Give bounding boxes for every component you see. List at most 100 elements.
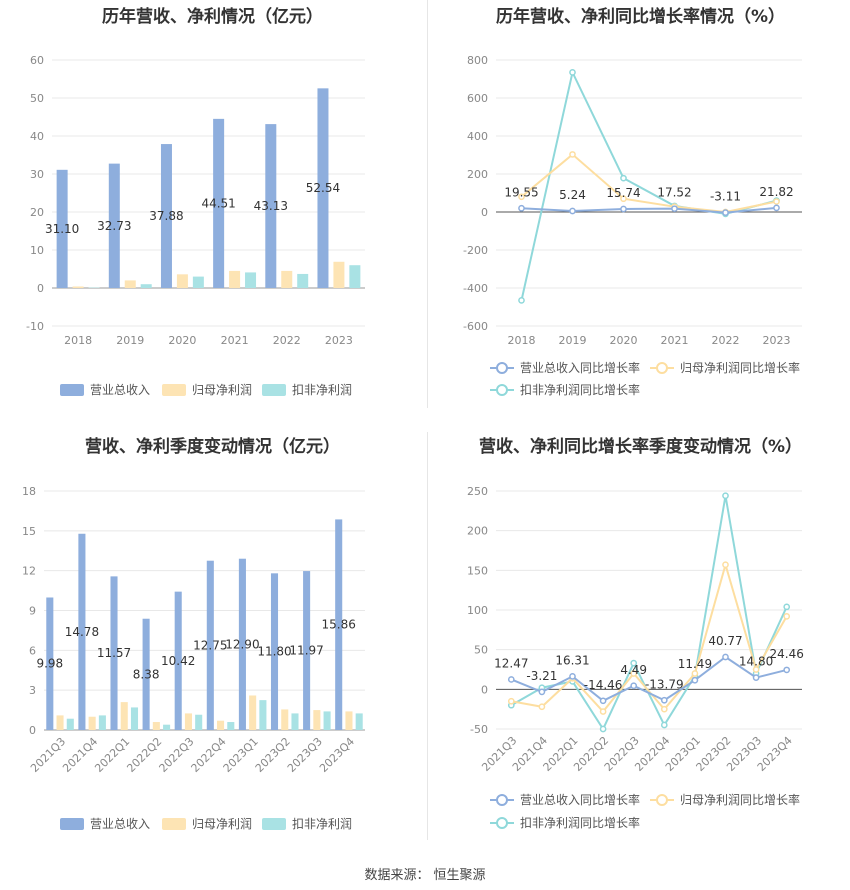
y-tick-label: 600 [467, 92, 488, 105]
bar-deducted-profit [130, 707, 139, 730]
bar-revenue [213, 118, 225, 288]
bar-revenue [317, 88, 329, 289]
bar-revenue [110, 576, 118, 730]
data-label: 19.55 [504, 185, 538, 199]
x-tick-label: 2019 [559, 334, 587, 347]
bar-revenue [265, 124, 277, 288]
x-tick-label: 2022 [712, 334, 740, 347]
chart-title: 营收、净利季度变动情况（亿元） [85, 437, 340, 457]
y-tick-label: 200 [467, 168, 488, 181]
bar-revenue [335, 519, 343, 730]
bar-net-profit [152, 722, 160, 730]
legend-label: 营业总收入 [90, 817, 150, 831]
y-tick-label: 12 [22, 565, 36, 578]
data-label: 37.88 [149, 209, 183, 223]
line-revenue [510, 655, 787, 702]
bar-net-profit [281, 709, 289, 730]
point-deducted-profit [783, 603, 791, 611]
data-label: 17.52 [657, 186, 691, 200]
x-tick-label: 2021 [221, 334, 249, 347]
legend-label: 营业总收入同比增长率 [520, 360, 640, 375]
bar-revenue [160, 144, 172, 288]
point-revenue [691, 676, 699, 684]
legend-swatch-marker [496, 817, 508, 829]
y-tick-label: 9 [29, 605, 36, 618]
point-revenue [518, 204, 525, 212]
data-label: 44.51 [201, 196, 235, 210]
chart-title: 营收、净利同比增长率季度变动情况（%） [478, 437, 803, 457]
data-label: 11.57 [97, 646, 131, 660]
annual-line-chart: -600 -400 -200 0 200 400 600 800 2018 2019 2020 202… [463, 54, 802, 397]
y-tick-label: 0 [37, 282, 44, 295]
data-label: 5.24 [559, 188, 586, 202]
data-label: -14.46 [584, 678, 623, 692]
line-net-profit [511, 561, 788, 714]
data-source-label: 数据来源： [364, 868, 430, 883]
legend-label: 营业总收入 [90, 383, 150, 397]
point-revenue [722, 653, 729, 661]
x-tick-label: 2019 [116, 334, 144, 347]
legend-swatch [262, 384, 286, 396]
y-tick-label: -600 [463, 320, 488, 333]
data-label: 12.75 [193, 638, 227, 652]
y-tick-label: 50 [30, 92, 44, 105]
annual-bar-panel: 历年营收、净利情况（亿元） -10 0 10 20 30 40 50 60 2018 2019 20… [0, 0, 425, 420]
legend-swatch-marker [656, 794, 668, 806]
bar-net-profit [313, 710, 321, 730]
data-label: 11.49 [678, 657, 712, 671]
bar-deducted-profit [259, 700, 267, 730]
bar-deducted-profit [66, 718, 74, 730]
x-tick-label: 2020 [610, 334, 638, 347]
bar-deducted-profit [355, 713, 363, 730]
data-label: 4.49 [620, 663, 647, 677]
bar-net-profit [249, 695, 257, 730]
data-label: 14.78 [65, 625, 99, 639]
data-label: 16.31 [555, 653, 589, 667]
y-tick-label: -10 [26, 320, 44, 333]
point-net-profit [783, 612, 791, 620]
x-tick-label: 2018 [508, 334, 536, 347]
point-net-profit [691, 670, 699, 677]
point-revenue [783, 666, 791, 674]
bar-net-profit [176, 274, 188, 288]
bar-revenue [303, 571, 311, 730]
divider-top [427, 0, 428, 408]
point-revenue [630, 682, 638, 690]
x-tick-label: 2023 [763, 334, 791, 347]
point-net-profit [630, 670, 638, 677]
point-revenue [507, 676, 515, 683]
y-tick-label: 50 [474, 644, 488, 657]
data-label: 15.74 [606, 186, 640, 200]
point-revenue [569, 673, 576, 680]
data-label: 24.46 [770, 647, 804, 661]
bar-revenue [206, 560, 214, 730]
legend-swatch-marker [496, 362, 508, 374]
bar-deducted-profit [245, 272, 257, 288]
bar-deducted-profit [163, 724, 171, 730]
x-tick-label: 2020 [168, 334, 196, 347]
point-deducted-profit [569, 69, 576, 76]
annual-line-panel: 历年营收、净利同比增长率情况（%） -600 -400 -200 0 200 400 600… [428, 0, 850, 420]
legend-swatch [60, 384, 84, 396]
legend-swatch-marker [496, 384, 508, 396]
quarter-line-panel: 营收、净利同比增长率季度变动情况（%） -50 0 50 100 150 200 250 20… [428, 430, 850, 850]
bar-revenue [46, 597, 54, 730]
bar-net-profit [281, 270, 293, 288]
x-tick-label: 2023 [325, 334, 353, 347]
point-net-profit [660, 705, 668, 713]
bar-net-profit [217, 720, 225, 730]
y-tick-label: 18 [22, 485, 36, 498]
bar-net-profit [72, 286, 84, 288]
y-tick-label: 60 [30, 54, 44, 67]
legend-label: 归母净利润同比增长率 [680, 792, 800, 807]
y-tick-label: 10 [30, 244, 44, 257]
y-tick-label: 400 [467, 130, 488, 143]
legend-label: 归母净利润同比增长率 [680, 360, 800, 375]
data-label: 32.73 [97, 219, 131, 233]
y-tick-label: 3 [29, 684, 36, 697]
y-tick-label: 0 [481, 206, 488, 219]
point-net-profit [507, 697, 515, 705]
data-label: 12.90 [225, 637, 259, 651]
legend-swatch [60, 818, 84, 830]
point-deducted-profit [599, 725, 607, 733]
